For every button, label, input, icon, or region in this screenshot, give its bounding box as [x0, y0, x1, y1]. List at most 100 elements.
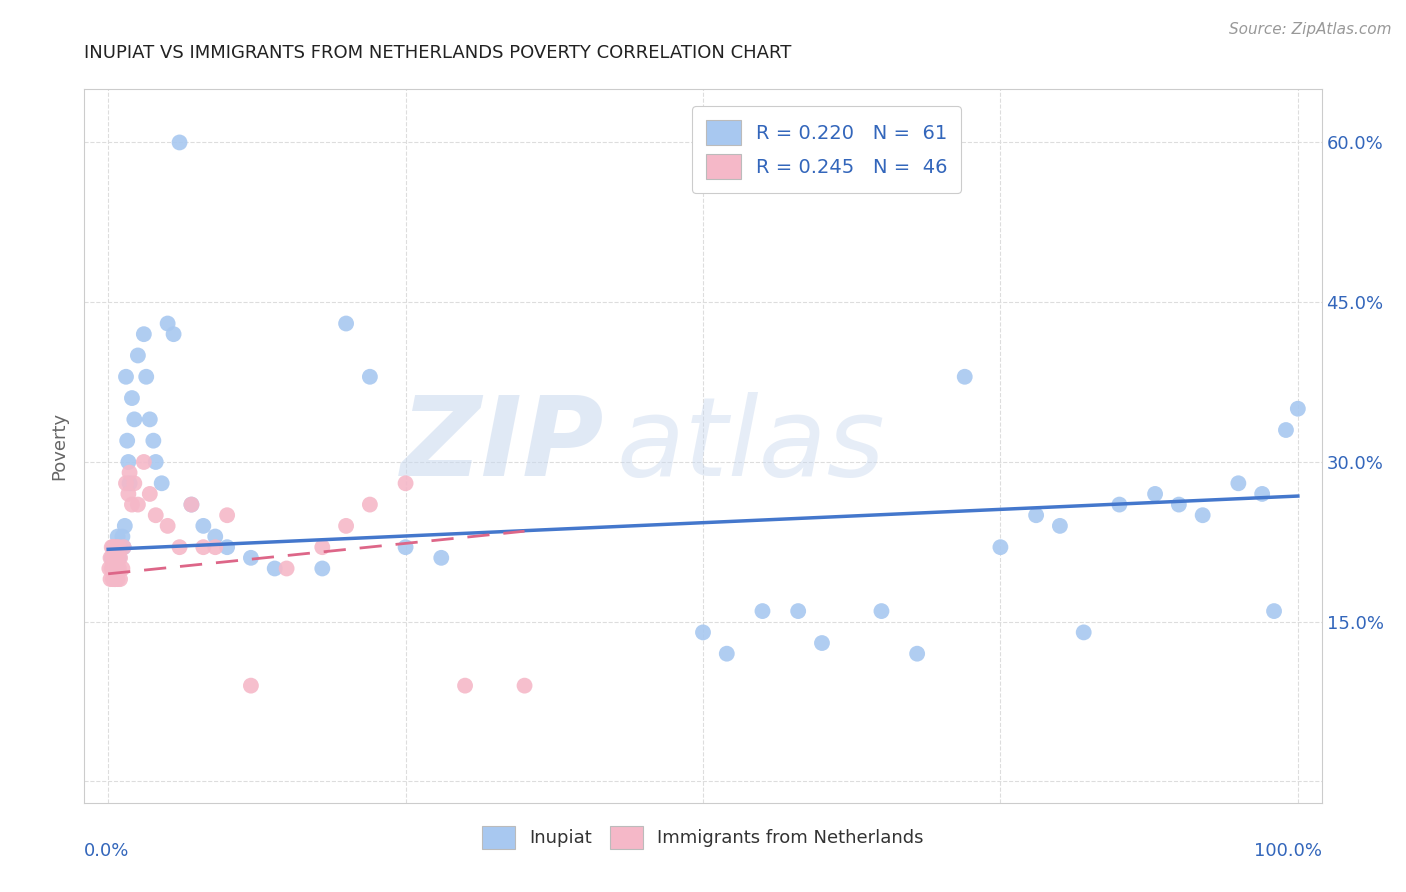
- Point: [103, 540, 125, 554]
- Point: [169, 136, 191, 150]
- Point: [145, 455, 167, 469]
- Point: [104, 572, 127, 586]
- Point: [193, 540, 215, 554]
- Point: [132, 327, 155, 342]
- Point: [124, 412, 146, 426]
- Y-axis label: Poverty: Poverty: [51, 412, 69, 480]
- Point: [311, 540, 333, 554]
- Point: [107, 550, 129, 565]
- Point: [135, 369, 157, 384]
- Point: [111, 529, 134, 543]
- Point: [394, 540, 416, 554]
- Point: [239, 679, 262, 693]
- Point: [1144, 487, 1167, 501]
- Point: [162, 327, 184, 342]
- Point: [124, 476, 146, 491]
- Point: [100, 550, 122, 565]
- Point: [108, 572, 131, 586]
- Point: [108, 540, 131, 554]
- Point: [103, 540, 125, 554]
- Text: INUPIAT VS IMMIGRANTS FROM NETHERLANDS POVERTY CORRELATION CHART: INUPIAT VS IMMIGRANTS FROM NETHERLANDS P…: [84, 45, 792, 62]
- Point: [105, 561, 128, 575]
- Text: ZIP: ZIP: [401, 392, 605, 500]
- Point: [139, 487, 162, 501]
- Point: [311, 561, 333, 575]
- Point: [115, 369, 138, 384]
- Point: [121, 391, 143, 405]
- Point: [108, 550, 131, 565]
- Point: [870, 604, 893, 618]
- Point: [1167, 498, 1189, 512]
- Point: [1108, 498, 1130, 512]
- Point: [112, 540, 135, 554]
- Point: [787, 604, 810, 618]
- Point: [132, 455, 155, 469]
- Point: [156, 317, 179, 331]
- Point: [145, 508, 167, 523]
- Point: [150, 476, 173, 491]
- Text: Source: ZipAtlas.com: Source: ZipAtlas.com: [1229, 22, 1392, 37]
- Point: [104, 550, 127, 565]
- Point: [105, 540, 128, 554]
- Point: [127, 498, 149, 512]
- Point: [193, 519, 215, 533]
- Point: [751, 604, 773, 618]
- Point: [118, 476, 141, 491]
- Point: [100, 550, 122, 565]
- Point: [127, 349, 149, 363]
- Point: [100, 561, 122, 575]
- Point: [716, 647, 738, 661]
- Text: 0.0%: 0.0%: [84, 842, 129, 860]
- Point: [239, 550, 262, 565]
- Point: [204, 540, 226, 554]
- Point: [359, 369, 381, 384]
- Text: 100.0%: 100.0%: [1254, 842, 1322, 860]
- Point: [1191, 508, 1213, 523]
- Point: [118, 466, 141, 480]
- Point: [394, 476, 416, 491]
- Point: [1275, 423, 1298, 437]
- Point: [180, 498, 202, 512]
- Point: [100, 572, 122, 586]
- Point: [103, 572, 125, 586]
- Point: [117, 487, 139, 501]
- Text: atlas: atlas: [616, 392, 884, 500]
- Point: [98, 561, 121, 575]
- Point: [1263, 604, 1285, 618]
- Point: [1049, 519, 1071, 533]
- Point: [1073, 625, 1095, 640]
- Point: [263, 561, 285, 575]
- Point: [1025, 508, 1047, 523]
- Point: [103, 561, 125, 575]
- Point: [905, 647, 928, 661]
- Point: [139, 412, 162, 426]
- Point: [100, 540, 122, 554]
- Point: [204, 529, 226, 543]
- Point: [107, 540, 129, 554]
- Point: [115, 476, 138, 491]
- Point: [217, 540, 239, 554]
- Point: [169, 540, 191, 554]
- Point: [101, 550, 124, 565]
- Point: [276, 561, 298, 575]
- Point: [990, 540, 1012, 554]
- Point: [335, 317, 357, 331]
- Point: [101, 561, 124, 575]
- Point: [1227, 476, 1250, 491]
- Point: [108, 561, 131, 575]
- Legend: Inupiat, Immigrants from Netherlands: Inupiat, Immigrants from Netherlands: [470, 814, 936, 862]
- Point: [107, 529, 129, 543]
- Point: [454, 679, 477, 693]
- Point: [142, 434, 165, 448]
- Point: [101, 572, 124, 586]
- Point: [1286, 401, 1309, 416]
- Point: [953, 369, 976, 384]
- Point: [114, 519, 136, 533]
- Point: [121, 498, 143, 512]
- Point: [117, 455, 139, 469]
- Point: [115, 434, 138, 448]
- Point: [335, 519, 357, 533]
- Point: [104, 572, 127, 586]
- Point: [217, 508, 239, 523]
- Point: [180, 498, 202, 512]
